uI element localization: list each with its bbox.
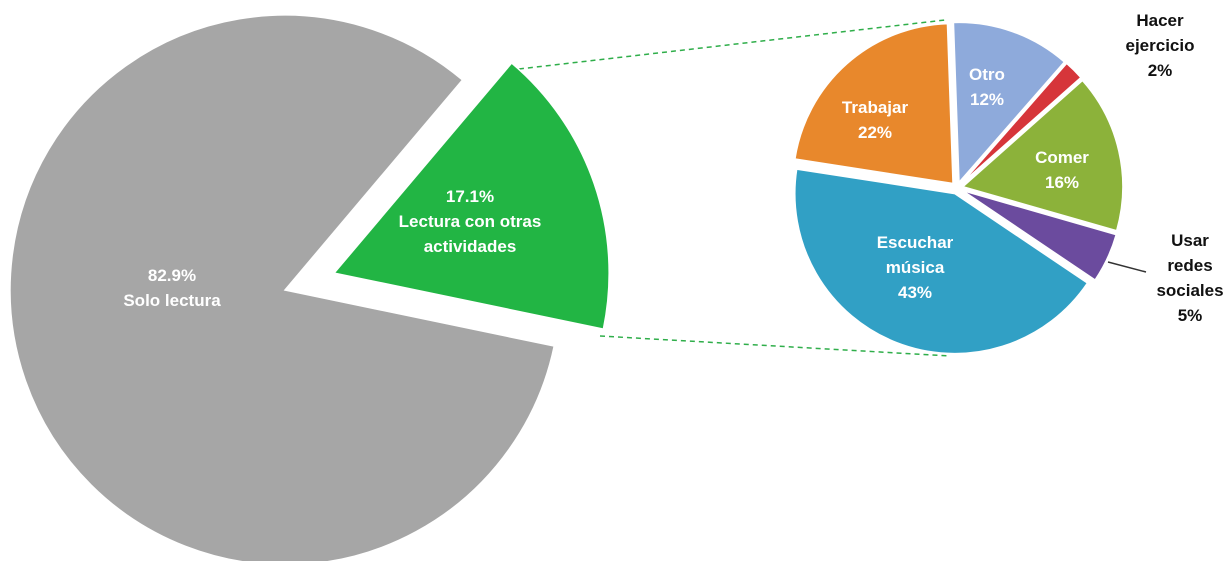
- value-label: 17.1%: [445, 187, 495, 206]
- pie-slice: [952, 21, 1066, 185]
- slice-label: Trabajar 22%: [825, 95, 925, 145]
- category-label: Comer: [1035, 148, 1089, 167]
- pie-slice: [960, 62, 1082, 185]
- slice-label: Usar redes sociales 5%: [1155, 228, 1225, 328]
- pie-slice: [332, 61, 610, 330]
- pie-slice: [9, 14, 556, 561]
- value-label: 16%: [1044, 173, 1080, 192]
- value-label: 22%: [857, 123, 893, 142]
- category-label: Hacer ejercicio: [1125, 11, 1195, 55]
- slice-label: Otro 12%: [947, 62, 1027, 112]
- category-label: Otro: [969, 65, 1005, 84]
- slice-label: 82.9% Solo lectura: [92, 263, 252, 313]
- category-label: Usar redes sociales: [1156, 231, 1224, 300]
- slice-label: Hacer ejercicio 2%: [1115, 8, 1205, 83]
- pie-slice: [794, 168, 1089, 355]
- value-label: 5%: [1177, 306, 1203, 325]
- slice-label: 17.1% Lectura con otras actividades: [380, 184, 560, 259]
- value-label: 82.9%: [147, 266, 197, 285]
- pie-slice: [794, 22, 954, 185]
- value-label: 43%: [897, 283, 933, 302]
- leader-line: [1107, 261, 1147, 273]
- slice-label: Comer 16%: [1017, 145, 1107, 195]
- category-label: Escuchar música: [876, 233, 954, 277]
- category-label: Trabajar: [841, 98, 909, 117]
- slice-label: Escuchar música 43%: [860, 230, 970, 305]
- value-label: 2%: [1147, 61, 1173, 80]
- pie-slice: [962, 189, 1118, 282]
- category-label: Solo lectura: [123, 291, 221, 310]
- category-label: Lectura con otras actividades: [398, 212, 542, 256]
- value-label: 12%: [969, 90, 1005, 109]
- connector-line: [599, 335, 951, 357]
- connector-line: [509, 19, 946, 71]
- pie-slice: [961, 79, 1124, 232]
